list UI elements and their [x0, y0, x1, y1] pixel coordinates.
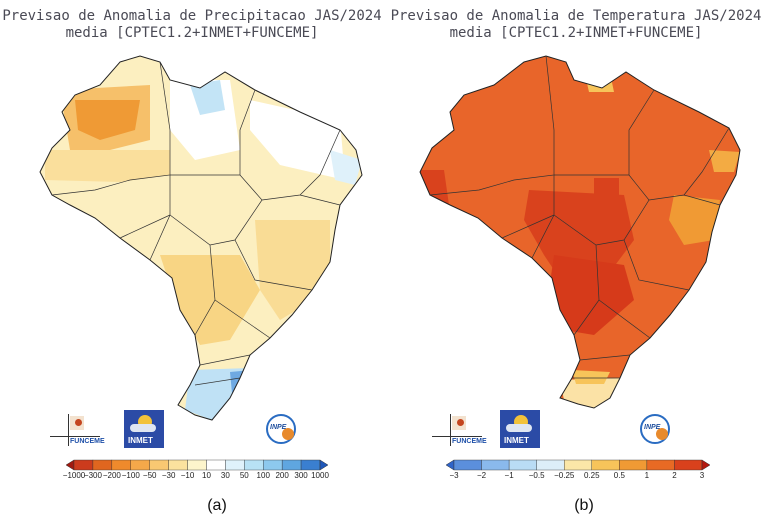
- precipitation-colorbar-tick-label: 50: [239, 471, 249, 480]
- temp-state-borders: [429, 55, 730, 379]
- temperature-colorbar-tick-label: 1: [644, 471, 650, 480]
- precipitation-colorbar-tick-label: −1000: [62, 471, 86, 480]
- temperature-colorbar-tick-label: −0.5: [528, 471, 545, 480]
- precipitation-colorbar-segment: [130, 459, 150, 471]
- inmet-logo: INMET: [124, 410, 164, 448]
- inpe-logo: INPE: [636, 410, 676, 450]
- precip-strong-dry-region: [75, 100, 140, 140]
- precipitation-title: Previsao de Anomalia de Precipitacao JAS…: [0, 8, 384, 42]
- precipitation-colorbar-segment: [281, 459, 302, 471]
- temp-country-outline: [419, 55, 741, 409]
- temperature-colorbar-segment: [536, 459, 565, 471]
- precipitation-title-line1: Previsao de Anomalia de Precipitacao JAS…: [2, 8, 382, 24]
- precipitation-colorbar-end-low: [65, 459, 75, 471]
- temp-warm-region-north: [584, 68, 614, 92]
- precip-wet-region-coast: [330, 150, 362, 185]
- temperature-caption: (b): [574, 497, 594, 514]
- precip-wet-region-north: [190, 80, 225, 115]
- temperature-colorbar-tick-label: −1: [504, 471, 514, 480]
- temperature-title: Previsao de Anomalia de Temperatura JAS/…: [384, 8, 768, 42]
- temperature-colorbar-tick-label: 0.5: [613, 471, 625, 480]
- precipitation-colorbar-tick-label: −300: [83, 471, 102, 480]
- funceme-logo: FUNCEME: [428, 414, 487, 452]
- temperature-colorbar-segment: [481, 459, 510, 471]
- precip-moderate-dry-band: [45, 150, 170, 182]
- temperature-colorbar-segment: [619, 459, 648, 471]
- funceme-logo-text: FUNCEME: [452, 438, 487, 445]
- precipitation-colorbar-segment: [73, 459, 94, 471]
- precipitation-map: [39, 55, 363, 421]
- temp-warm-region-northeast: [669, 195, 720, 245]
- precip-state-borders: [51, 61, 341, 386]
- temperature-colorbar-tick-label: −3: [449, 471, 459, 480]
- temperature-colorbar-end-high: [701, 459, 711, 471]
- precip-country-outline: [39, 55, 363, 421]
- precipitation-colorbar-segment: [263, 459, 283, 471]
- temperature-colorbar-segment: [646, 459, 675, 471]
- temp-warm-region-coast: [709, 150, 740, 172]
- precipitation-caption: (a): [207, 497, 227, 514]
- temperature-title-line1: Previsao de Anomalia de Temperatura JAS/…: [390, 8, 762, 24]
- temperature-map: [419, 55, 741, 409]
- temp-warm-band-south: [572, 370, 610, 384]
- precipitation-colorbar-segment: [206, 459, 226, 471]
- precipitation-colorbar-tick-label: 10: [202, 471, 211, 480]
- temperature-colorbar-segment: [674, 459, 703, 471]
- precipitation-title-line2: media [CPTEC1.2+INMET+FUNCEME]: [65, 25, 319, 41]
- precipitation-colorbar-segment: [225, 459, 245, 471]
- precipitation-colorbar-segment: [92, 459, 113, 471]
- precipitation-colorbar-segment: [168, 459, 188, 471]
- temp-hot-region-center: [524, 190, 634, 285]
- precipitation-colorbar-end-high: [319, 459, 329, 471]
- temperature-colorbar-tick-label: −0.25: [554, 471, 575, 480]
- temperature-colorbar-end-low: [445, 459, 455, 471]
- inmet-logo-text: INMET: [504, 436, 529, 445]
- precipitation-colorbar-tick-label: −50: [142, 471, 157, 480]
- temperature-colorbar-tick-label: 2: [672, 471, 677, 480]
- funceme-logo: FUNCEME: [46, 414, 105, 452]
- precipitation-colorbar-segment: [149, 459, 169, 471]
- temperature-panel: Previsao de Anomalia de Temperatura JAS/…: [384, 0, 768, 523]
- precipitation-colorbar-tick-label: 200: [275, 471, 289, 480]
- temperature-colorbar-segment: [591, 459, 620, 471]
- precip-dry-region-center: [160, 255, 260, 345]
- temperature-colorbar-segment: [564, 459, 592, 471]
- precipitation-colorbar: [65, 459, 329, 471]
- temp-hot-region-southwest: [549, 255, 634, 335]
- precipitation-colorbar-tick-label: −10: [180, 471, 195, 480]
- funceme-logo-text: FUNCEME: [70, 438, 105, 445]
- precipitation-colorbar-tick-label: 30: [220, 471, 230, 480]
- precipitation-colorbar-tick-label: −200: [102, 471, 121, 480]
- inpe-logo: INPE: [262, 410, 302, 450]
- temperature-colorbar-segment: [508, 459, 537, 471]
- temperature-title-line2: media [CPTEC1.2+INMET+FUNCEME]: [449, 25, 703, 41]
- temperature-colorbar-tick-label: 3: [699, 471, 705, 480]
- precipitation-panel: Previsao de Anomalia de Precipitacao JAS…: [0, 8, 384, 514]
- temp-hot-spot-north: [594, 178, 619, 196]
- precipitation-colorbar-tick-label: −30: [161, 471, 176, 480]
- temp-hot-region-west: [420, 170, 449, 205]
- inpe-logo-text: INPE: [270, 424, 287, 431]
- precipitation-colorbar-tick-label: 300: [294, 471, 308, 480]
- precipitation-colorbar-tick-label: 1000: [311, 471, 329, 480]
- temp-mild-region-south: [560, 378, 620, 408]
- temperature-colorbar: [445, 459, 711, 471]
- precipitation-colorbar-segment: [300, 459, 321, 471]
- inpe-logo-text: INPE: [644, 424, 661, 431]
- precipitation-colorbar-segment: [111, 459, 131, 471]
- inmet-logo-text: INMET: [128, 436, 153, 445]
- inmet-logo: INMET: [500, 410, 540, 448]
- precipitation-colorbar-tick-label: −100: [121, 471, 140, 480]
- temperature-colorbar-segment: [453, 459, 482, 471]
- precipitation-colorbar-segment: [244, 459, 264, 471]
- precipitation-colorbar-tick-label: 100: [256, 471, 270, 480]
- precipitation-colorbar-segment: [187, 459, 207, 471]
- temperature-colorbar-tick-label: 0.25: [583, 471, 600, 480]
- temperature-colorbar-tick-label: −2: [476, 471, 487, 480]
